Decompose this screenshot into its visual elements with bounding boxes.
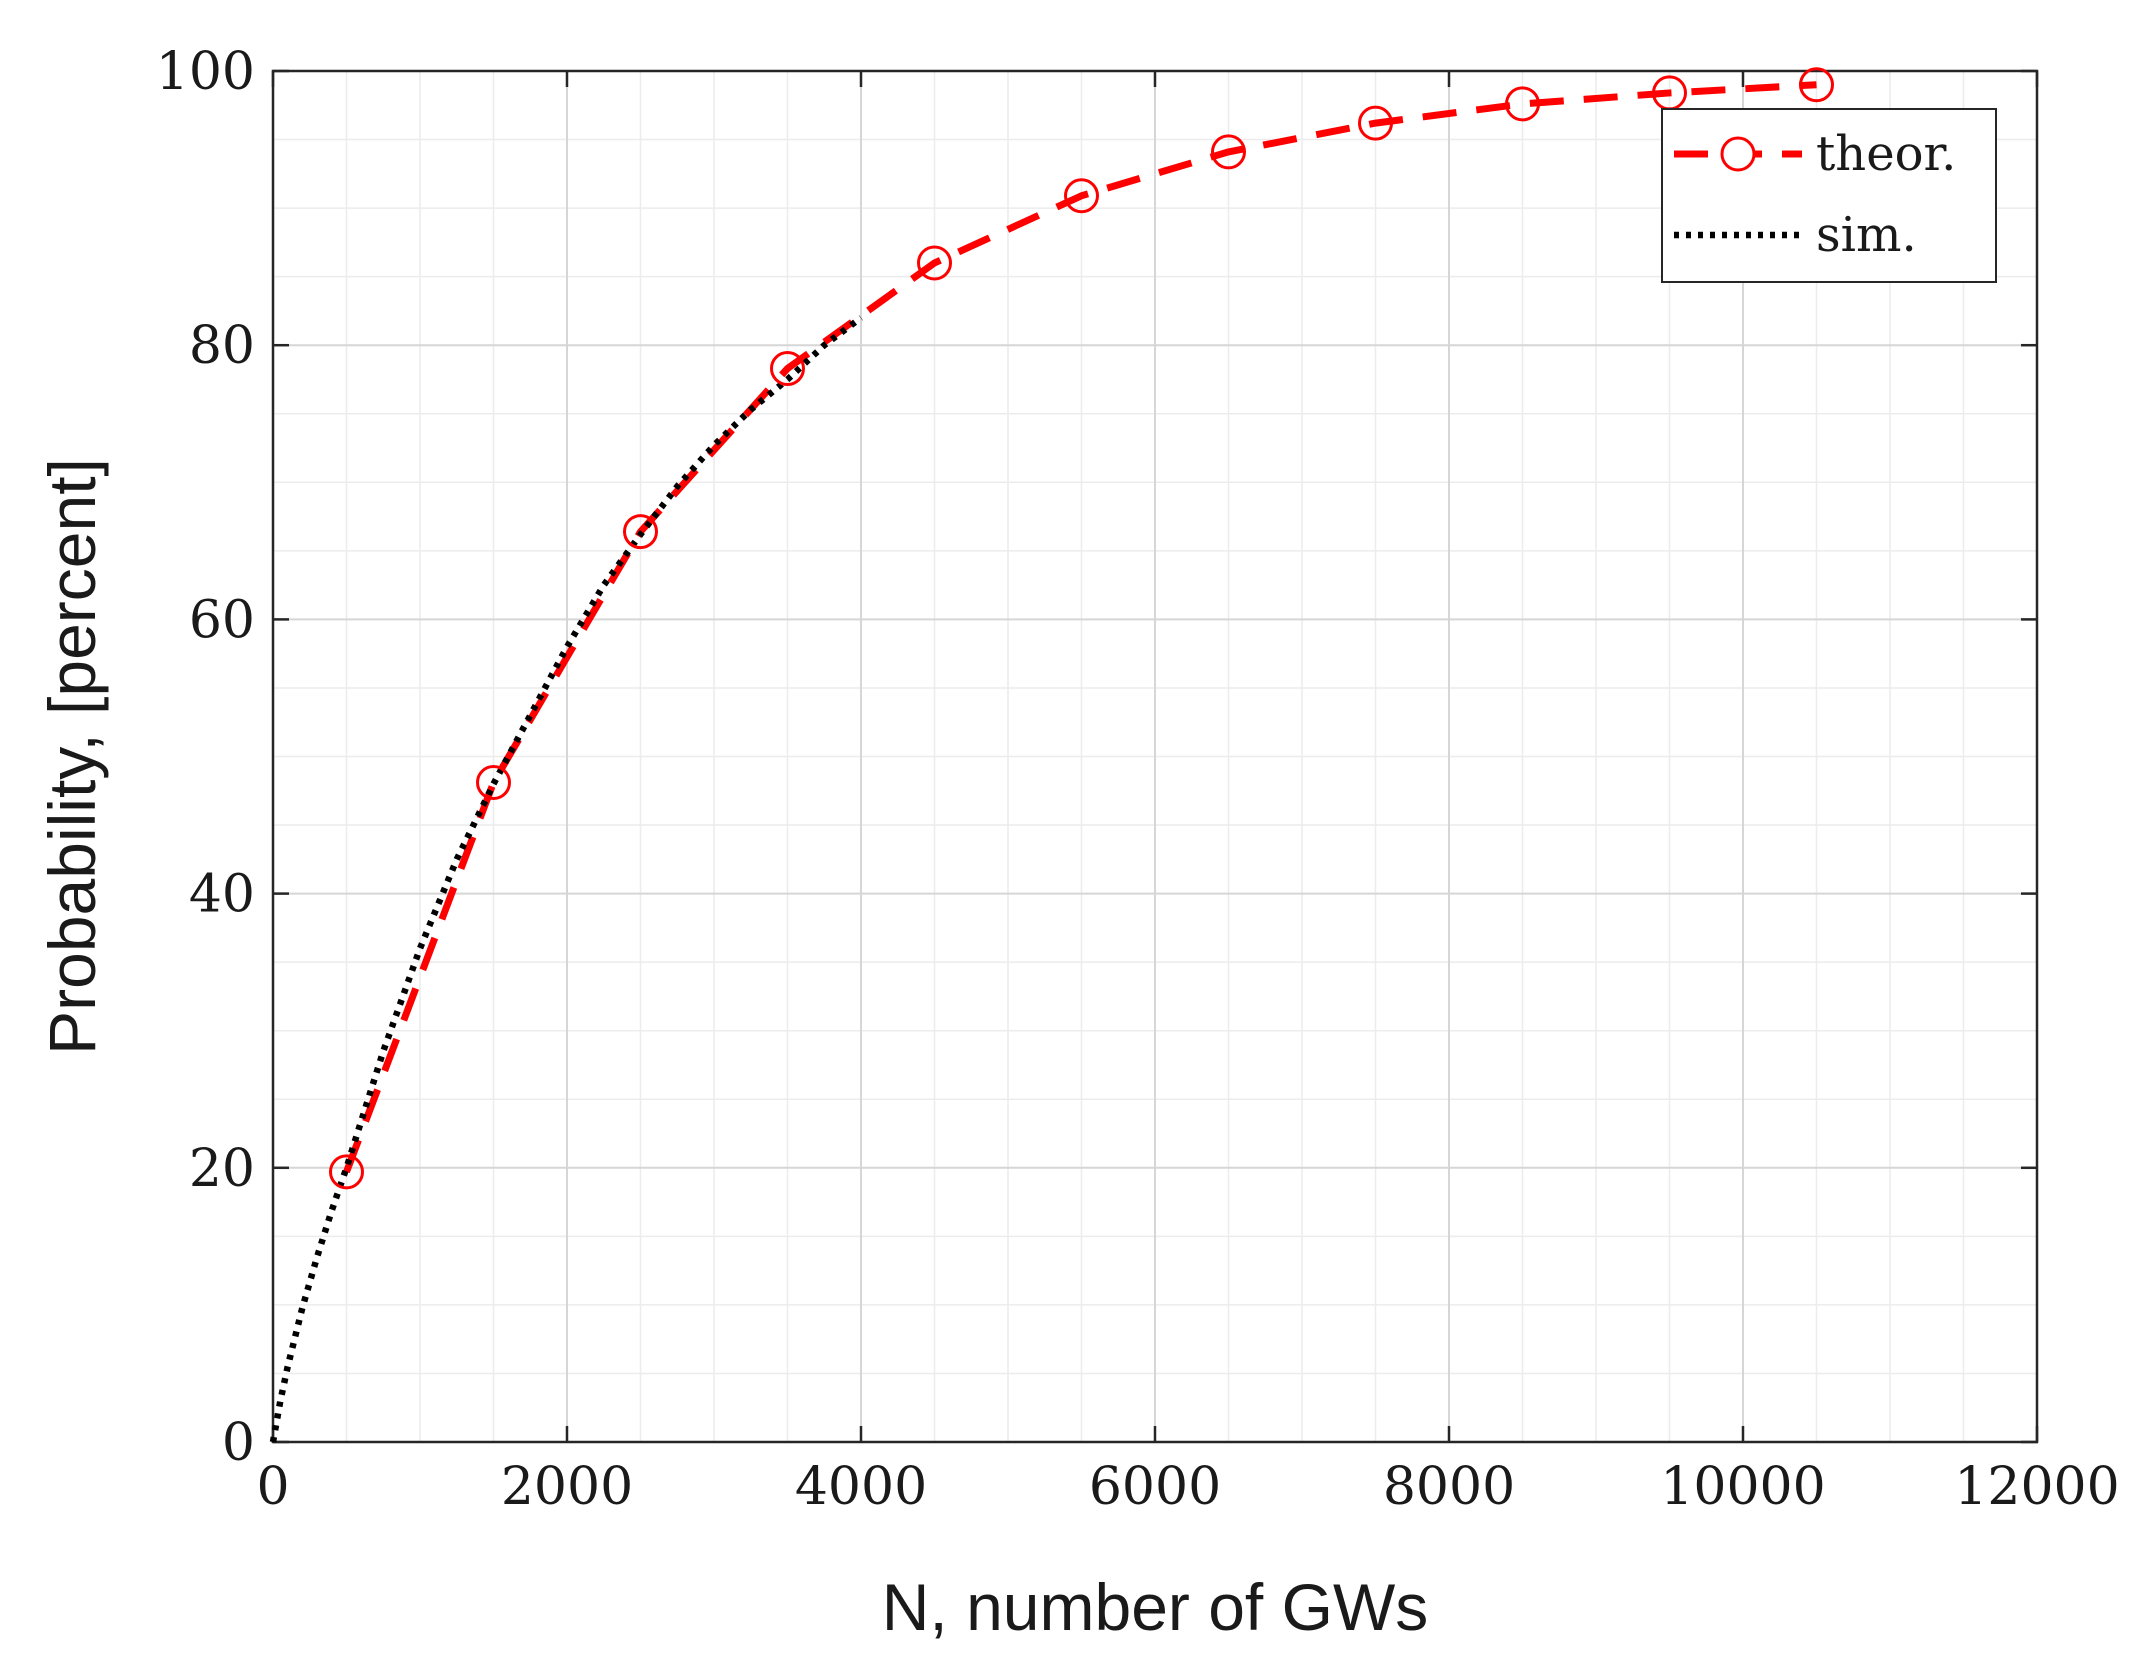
legend-marker-theor <box>1720 136 1756 172</box>
y-tick-label: 0 <box>222 1413 255 1473</box>
x-axis-title: N, number of GWs <box>882 1570 1428 1644</box>
x-tick-label: 10000 <box>1660 1457 1825 1517</box>
series-theor-marker <box>917 245 952 281</box>
series-theor-marker <box>1211 134 1246 170</box>
x-tick-label: 6000 <box>1089 1457 1221 1517</box>
series-theor-marker <box>476 765 511 801</box>
legend-label-sim: sim. <box>1816 207 1917 263</box>
series-theor-marker <box>1358 105 1393 141</box>
legend-box <box>1661 108 1997 283</box>
legend: theor. sim. <box>1661 108 1997 283</box>
series-theor-marker <box>1799 67 1834 103</box>
axis-ticks: 0 2000 4000 6000 8000 10000 12000 0 20 40 60 80 100 <box>156 42 2120 1517</box>
y-tick-label: 60 <box>189 590 255 650</box>
series-theor-marker <box>1064 178 1099 214</box>
series-theor-line <box>343 81 1817 1174</box>
series-theor-marker <box>329 1154 364 1190</box>
y-tick-label: 100 <box>156 42 255 102</box>
x-tick-label: 12000 <box>1954 1457 2119 1517</box>
y-axis-title: Probability, [percent] <box>35 458 109 1055</box>
x-tick-label: 8000 <box>1383 1457 1515 1517</box>
x-tick-label: 4000 <box>795 1457 927 1517</box>
y-tick-label: 80 <box>189 316 255 376</box>
series-theor-marker <box>623 514 658 550</box>
x-tick-label: 0 <box>256 1457 289 1517</box>
x-tick-label: 2000 <box>501 1457 633 1517</box>
series-theor-marker <box>770 351 805 387</box>
y-tick-label: 40 <box>189 865 255 925</box>
series-theor-marker <box>1505 86 1540 122</box>
y-tick-label: 20 <box>189 1139 255 1199</box>
legend-label-theor: theor. <box>1816 126 1956 182</box>
